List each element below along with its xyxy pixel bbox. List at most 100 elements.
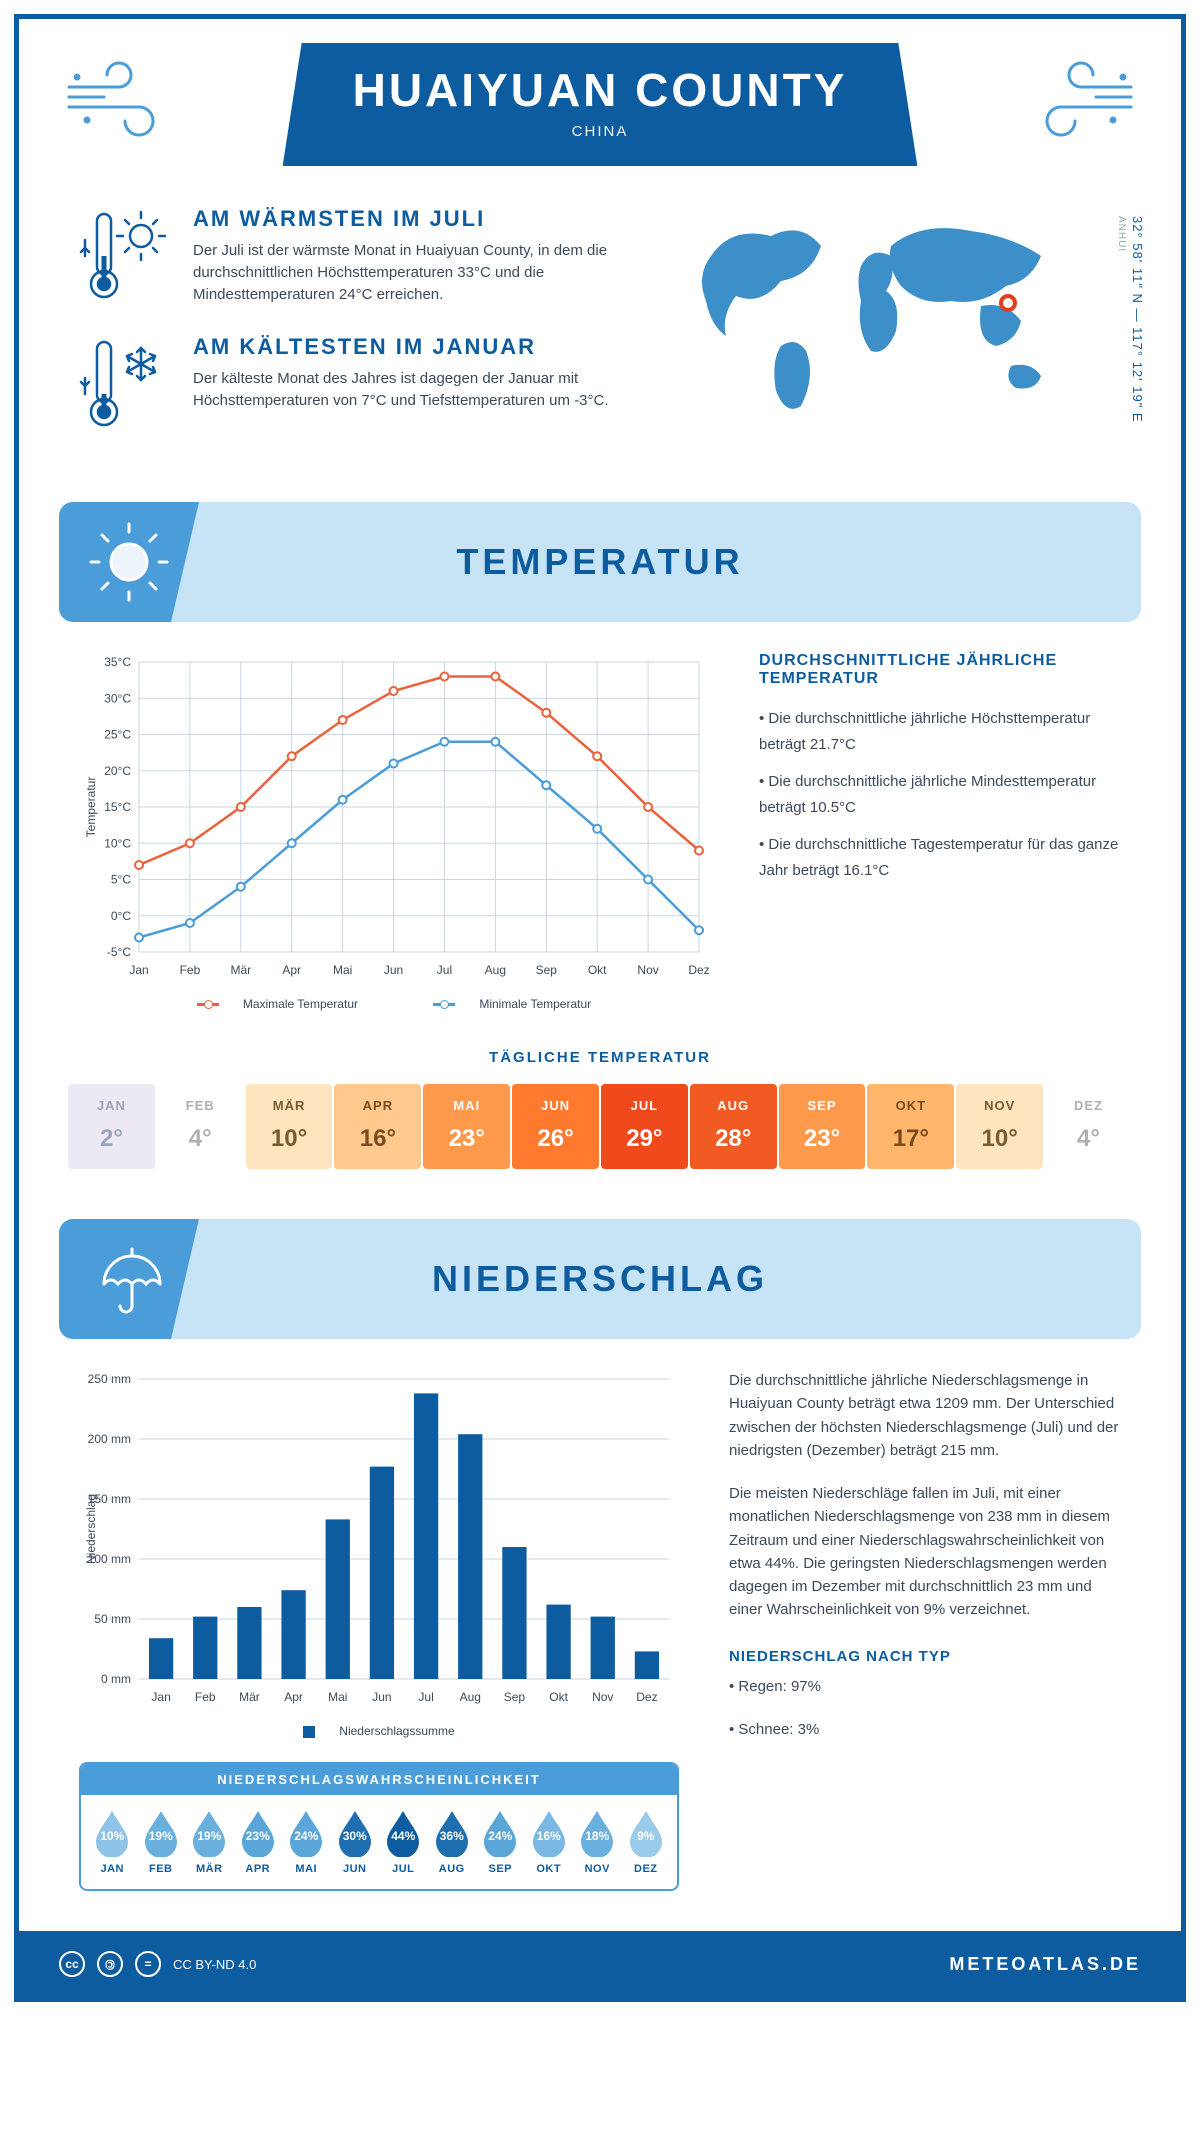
svg-text:Sep: Sep: [536, 963, 558, 977]
temp-bullet-1: • Die durchschnittliche jährliche Höchst…: [759, 706, 1121, 757]
page-subtitle: CHINA: [353, 123, 848, 140]
intro-section: AM WÄRMSTEN IM JULI Der Juli ist der wär…: [19, 176, 1181, 492]
svg-text:Feb: Feb: [180, 963, 201, 977]
raindrop-icon: 16%: [529, 1809, 569, 1857]
prob-cell: 19% MÄR: [186, 1809, 233, 1875]
svg-text:20°C: 20°C: [104, 764, 131, 778]
raindrop-icon: 36%: [432, 1809, 472, 1857]
prob-title: NIEDERSCHLAGSWAHRSCHEINLICHKEIT: [81, 1764, 677, 1795]
prob-cell: 19% FEB: [138, 1809, 185, 1875]
raindrop-icon: 24%: [286, 1809, 326, 1857]
daily-temperature-grid: JAN2°FEB4°MÄR10°APR16°MAI23°JUN26°JUL29°…: [19, 1084, 1181, 1209]
prob-cell: 23% APR: [235, 1809, 282, 1875]
precipitation-heading: NIEDERSCHLAG: [199, 1258, 1001, 1300]
infographic-frame: HUAIYUAN COUNTY CHINA: [14, 14, 1186, 2002]
license-block: cc 🄯 = CC BY-ND 4.0: [59, 1951, 256, 1977]
daily-temp-title: TÄGLICHE TEMPERATUR: [19, 1049, 1181, 1066]
nd-icon: =: [135, 1951, 161, 1977]
temp-bullet-2: • Die durchschnittliche jährliche Mindes…: [759, 769, 1121, 820]
legend-min-label: Minimale Temperatur: [479, 997, 591, 1011]
umbrella-icon: [59, 1219, 199, 1339]
svg-text:Jun: Jun: [372, 1690, 391, 1704]
page-title: HUAIYUAN COUNTY: [353, 63, 848, 117]
svg-text:25°C: 25°C: [104, 728, 131, 742]
temp-text-heading: DURCHSCHNITTLICHE JÄHRLICHE TEMPERATUR: [759, 652, 1121, 688]
brand-text: METEOATLAS.DE: [949, 1954, 1141, 1975]
raindrop-icon: 18%: [577, 1809, 617, 1857]
svg-text:Nov: Nov: [592, 1690, 613, 1704]
temp-legend: Maximale Temperatur Minimale Temperatur: [79, 997, 709, 1011]
thermometer-snow-icon: [79, 334, 169, 434]
svg-text:0°C: 0°C: [111, 909, 131, 923]
svg-text:5°C: 5°C: [111, 873, 131, 887]
coordinates: 32° 58' 11" N — 117° 12' 19" E: [1130, 216, 1145, 423]
prob-cell: 10% JAN: [89, 1809, 136, 1875]
prob-cell: 30% JUN: [332, 1809, 379, 1875]
svg-text:-5°C: -5°C: [107, 945, 131, 959]
precip-para-2: Die meisten Niederschläge fallen im Juli…: [729, 1482, 1121, 1622]
svg-text:Okt: Okt: [549, 1690, 568, 1704]
svg-text:15°C: 15°C: [104, 800, 131, 814]
precip-legend: Niederschlagssumme: [79, 1724, 679, 1738]
raindrop-icon: 19%: [141, 1809, 181, 1857]
precipitation-left-column: 0 mm50 mm100 mm150 mm200 mm250 mmJanFebM…: [79, 1369, 679, 1891]
daily-cell: APR16°: [334, 1084, 421, 1169]
svg-text:30°C: 30°C: [104, 691, 131, 705]
precip-type-heading: NIEDERSCHLAG NACH TYP: [729, 1648, 1121, 1665]
prob-cell: 24% MAI: [283, 1809, 330, 1875]
daily-cell: AUG28°: [690, 1084, 777, 1169]
warmest-text: Der Juli ist der wärmste Monat in Huaiyu…: [193, 240, 641, 305]
header: HUAIYUAN COUNTY CHINA: [19, 19, 1181, 176]
svg-text:Apr: Apr: [282, 963, 301, 977]
thermometer-sun-icon: [79, 206, 169, 306]
svg-text:Aug: Aug: [485, 963, 506, 977]
svg-text:Temperatur: Temperatur: [84, 777, 98, 838]
svg-text:Mai: Mai: [328, 1690, 347, 1704]
legend-max-label: Maximale Temperatur: [243, 997, 358, 1011]
svg-text:250 mm: 250 mm: [88, 1372, 131, 1386]
raindrop-icon: 24%: [480, 1809, 520, 1857]
map-column: ANHUI 32° 58' 11" N — 117° 12' 19" E: [681, 206, 1121, 462]
precip-para-1: Die durchschnittliche jährliche Niedersc…: [729, 1369, 1121, 1462]
svg-text:Mär: Mär: [230, 963, 251, 977]
wind-icon-left: [59, 52, 179, 157]
precipitation-section-header: NIEDERSCHLAG: [59, 1219, 1141, 1339]
svg-text:50 mm: 50 mm: [94, 1612, 131, 1626]
daily-cell: JUL29°: [601, 1084, 688, 1169]
precipitation-body: 0 mm50 mm100 mm150 mm200 mm250 mmJanFebM…: [19, 1339, 1181, 1911]
raindrop-icon: 10%: [92, 1809, 132, 1857]
coldest-text: Der kälteste Monat des Jahres ist dagege…: [193, 368, 641, 412]
daily-cell: FEB4°: [157, 1084, 244, 1169]
prob-cell: 18% NOV: [574, 1809, 621, 1875]
svg-text:Niederschlag: Niederschlag: [84, 1494, 98, 1564]
temp-bullet-3: • Die durchschnittliche Tagestemperatur …: [759, 832, 1121, 883]
daily-cell: DEZ4°: [1045, 1084, 1132, 1169]
svg-text:Jul: Jul: [437, 963, 452, 977]
raindrop-icon: 23%: [238, 1809, 278, 1857]
precipitation-bar-chart: 0 mm50 mm100 mm150 mm200 mm250 mmJanFebM…: [79, 1369, 679, 1709]
temperature-heading: TEMPERATUR: [199, 541, 1001, 583]
daily-cell: SEP23°: [779, 1084, 866, 1169]
daily-cell: JAN2°: [68, 1084, 155, 1169]
coldest-fact: AM KÄLTESTEN IM JANUAR Der kälteste Mona…: [79, 334, 641, 434]
svg-text:Feb: Feb: [195, 1690, 216, 1704]
svg-text:Okt: Okt: [588, 963, 607, 977]
daily-cell: MÄR10°: [246, 1084, 333, 1169]
precipitation-probability-box: NIEDERSCHLAGSWAHRSCHEINLICHKEIT 10% JAN …: [79, 1762, 679, 1891]
raindrop-icon: 44%: [383, 1809, 423, 1857]
temperature-line-chart: -5°C0°C5°C10°C15°C20°C25°C30°C35°CJanFeb…: [79, 652, 709, 1011]
prob-cell: 24% SEP: [477, 1809, 524, 1875]
svg-text:Jan: Jan: [129, 963, 148, 977]
region-label: ANHUI: [1116, 216, 1127, 252]
temperature-body: -5°C0°C5°C10°C15°C20°C25°C30°C35°CJanFeb…: [19, 622, 1181, 1041]
prob-cell: 44% JUL: [380, 1809, 427, 1875]
by-icon: 🄯: [97, 1951, 123, 1977]
world-map-icon: [681, 206, 1081, 426]
svg-text:Mai: Mai: [333, 963, 352, 977]
daily-cell: JUN26°: [512, 1084, 599, 1169]
svg-text:Sep: Sep: [504, 1690, 526, 1704]
title-banner: HUAIYUAN COUNTY CHINA: [283, 43, 918, 166]
coldest-title: AM KÄLTESTEN IM JANUAR: [193, 334, 641, 360]
daily-cell: MAI23°: [423, 1084, 510, 1169]
svg-text:Mär: Mär: [239, 1690, 260, 1704]
